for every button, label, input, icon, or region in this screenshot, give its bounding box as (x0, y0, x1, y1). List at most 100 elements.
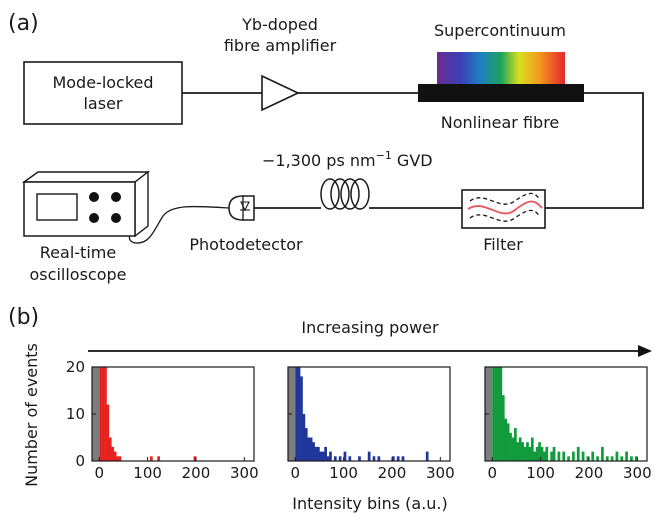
bar (523, 446, 527, 461)
bar (324, 446, 327, 461)
panel-b-label: (b) (8, 305, 39, 330)
bar (504, 418, 508, 461)
bar (108, 437, 112, 461)
x-tick-label: 200 (182, 464, 211, 482)
bar (329, 451, 332, 461)
bar (601, 446, 604, 461)
bar (521, 442, 524, 461)
laser-label: Mode-locked laser (52, 73, 153, 113)
filter-signal (467, 200, 543, 215)
bar (545, 446, 549, 461)
laser-box (23, 61, 183, 125)
detector-cable (128, 205, 230, 244)
histogram-2: 0 100 200 300 (287, 366, 455, 482)
nonlinear-fibre (418, 84, 584, 102)
x-axis-label: Intensity bins (a.u.) (292, 494, 448, 513)
x-tick-label: 300 (623, 464, 652, 482)
bar (425, 451, 429, 461)
bar (377, 456, 381, 461)
bar (358, 456, 361, 461)
bar (526, 442, 529, 461)
plot-frame (91, 366, 255, 462)
bar (150, 456, 153, 461)
x-tick-label: 300 (426, 464, 455, 482)
bar (540, 446, 544, 461)
bar (506, 423, 510, 461)
bar (343, 451, 347, 461)
y-tick-label: 20 (66, 358, 85, 376)
bar (113, 451, 117, 461)
bar (518, 437, 522, 461)
y-tick-label: 0 (75, 452, 85, 470)
bar (567, 456, 570, 461)
bar (620, 456, 624, 461)
bar (338, 456, 342, 461)
bar (557, 451, 561, 461)
bar (116, 456, 119, 461)
bar (300, 376, 303, 461)
bar (550, 451, 554, 461)
bar (118, 456, 122, 461)
bar (625, 451, 628, 461)
bar (367, 451, 371, 461)
bar (528, 446, 532, 461)
supercontinuum-label: Supercontinuum (434, 21, 566, 40)
bar (304, 428, 308, 461)
gvd-label: −1,300 ps nm−1 GVD (262, 149, 433, 170)
bar (499, 367, 503, 461)
bar (514, 428, 517, 461)
photodetector (228, 195, 255, 221)
bar (326, 456, 330, 461)
bar (591, 451, 595, 461)
bar (314, 446, 318, 461)
bar (572, 451, 575, 461)
histogram-1: 0 100 200 300 0 10 20 (66, 358, 259, 482)
bar (494, 367, 498, 461)
amplifier-triangle (261, 74, 300, 112)
x-tick-label: 100 (329, 464, 358, 482)
bar (492, 367, 495, 461)
oscilloscope-screen (36, 193, 78, 221)
bar (586, 456, 590, 461)
x-tick-label: 200 (378, 464, 407, 482)
bar (596, 456, 599, 461)
x-tick-label: 0 (94, 464, 104, 482)
panel-a-label: (a) (8, 11, 39, 36)
bar (615, 451, 619, 461)
bar (535, 446, 539, 461)
nonlinear-fibre-label: Nonlinear fibre (441, 113, 560, 132)
bar (295, 367, 298, 461)
bar (317, 446, 320, 461)
bar (562, 451, 566, 461)
photodetector-label: Photodetector (189, 235, 303, 254)
x-tick-label: 100 (133, 464, 162, 482)
bar (321, 451, 325, 461)
bar (106, 404, 110, 461)
bar (497, 367, 500, 461)
bar (610, 456, 614, 461)
bar (111, 446, 115, 461)
bar (516, 442, 520, 461)
bar (533, 451, 537, 461)
bar (538, 442, 541, 461)
bar (157, 456, 161, 461)
bar (396, 456, 400, 461)
histogram-3: 0 100 200 300 (484, 366, 652, 482)
bar (634, 456, 638, 461)
arrowhead-icon (638, 345, 652, 357)
bar (401, 456, 405, 461)
bar (312, 442, 315, 461)
bar (630, 456, 633, 461)
supercontinuum-spectrum (437, 52, 565, 84)
bar (530, 437, 534, 461)
bar (99, 367, 102, 461)
y-tick-label: 10 (66, 405, 85, 423)
bar (581, 451, 585, 461)
bar (333, 456, 337, 461)
filter-box (461, 189, 546, 229)
bar (101, 367, 105, 461)
bar (319, 451, 323, 461)
oscilloscope (21, 170, 151, 238)
bar (391, 456, 395, 461)
